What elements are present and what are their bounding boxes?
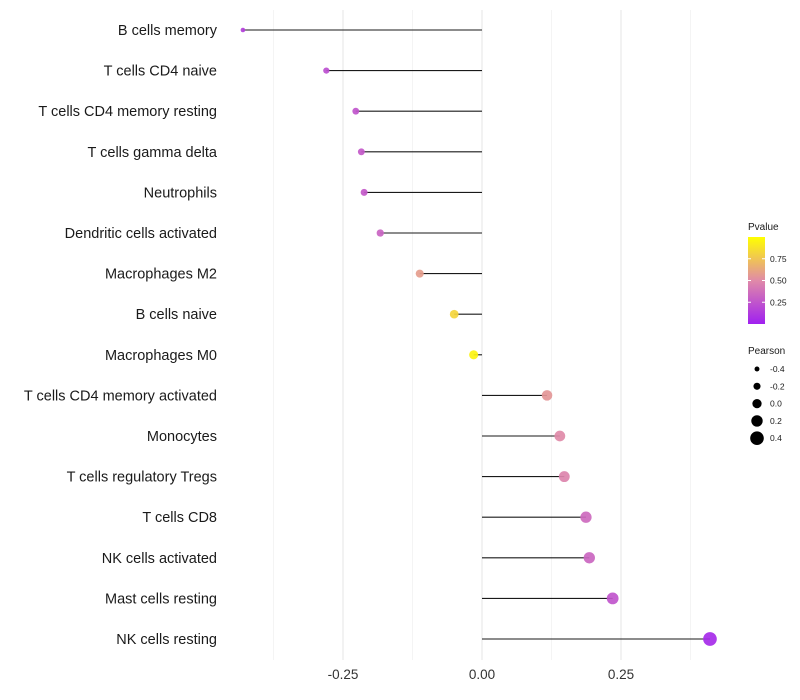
stem-layer xyxy=(242,29,710,640)
data-point xyxy=(240,27,246,33)
category-label: T cells CD8 xyxy=(142,510,217,526)
data-point xyxy=(541,390,553,401)
pearson-legend-dot xyxy=(753,382,761,390)
data-point xyxy=(580,511,592,523)
category-label: T cells CD4 naive xyxy=(104,64,217,80)
data-point xyxy=(554,430,566,442)
category-label: B cells naive xyxy=(136,307,217,323)
pearson-legend-dot xyxy=(754,366,760,372)
category-label: Dendritic cells activated xyxy=(65,226,217,242)
category-label: Mast cells resting xyxy=(105,591,217,607)
data-point xyxy=(469,350,479,360)
pearson-legend: Pearson -0.4 -0.2 0.0 0.2 0.4 xyxy=(748,346,785,445)
data-point xyxy=(415,269,424,278)
category-label: Neutrophils xyxy=(144,185,217,201)
point-layer xyxy=(240,27,717,646)
x-tick-label: 0.00 xyxy=(469,667,495,682)
category-label: T cells regulatory Tregs xyxy=(67,470,217,486)
pearson-legend-title: Pearson xyxy=(748,346,785,357)
category-label: T cells gamma delta xyxy=(88,145,218,161)
data-point xyxy=(376,229,384,237)
pearson-legend-label: -0.4 xyxy=(770,364,785,374)
data-point xyxy=(323,67,330,74)
x-tick-label: -0.25 xyxy=(328,667,359,682)
x-tick-label: 0.25 xyxy=(608,667,634,682)
data-point xyxy=(703,632,717,646)
pvalue-legend-title: Pvalue xyxy=(748,222,779,233)
category-label: T cells CD4 memory resting xyxy=(38,104,217,120)
category-label: B cells memory xyxy=(118,23,218,39)
category-label: Macrophages M0 xyxy=(105,348,217,364)
data-point xyxy=(360,188,368,196)
data-point xyxy=(583,552,595,564)
category-label: Monocytes xyxy=(147,429,217,445)
data-point xyxy=(357,148,365,156)
pvalue-legend-label: 0.25 xyxy=(770,297,787,307)
pvalue-legend-label: 0.50 xyxy=(770,276,787,286)
pvalue-colorbar xyxy=(748,237,765,324)
pearson-legend-label: 0.4 xyxy=(770,433,782,443)
pearson-legend-dot xyxy=(750,431,764,445)
data-point xyxy=(449,309,459,319)
data-point xyxy=(606,592,619,605)
category-label: NK cells activated xyxy=(102,551,217,567)
data-point xyxy=(352,107,360,115)
pearson-legend-label: -0.2 xyxy=(770,381,785,391)
grid-layer xyxy=(273,10,691,660)
pearson-legend-dot xyxy=(752,398,762,409)
category-labels: B cells memory T cells CD4 naive T cells C… xyxy=(24,23,218,648)
category-label: T cells CD4 memory activated xyxy=(24,388,217,404)
data-point xyxy=(558,471,570,483)
pearson-legend-label: 0.2 xyxy=(770,416,782,426)
x-axis-ticks: -0.25 0.00 0.25 xyxy=(328,667,635,682)
pearson-legend-label: 0.0 xyxy=(770,399,782,409)
category-label: NK cells resting xyxy=(116,632,217,648)
category-label: Macrophages M2 xyxy=(105,267,217,283)
pvalue-legend-label: 0.75 xyxy=(770,254,787,264)
pvalue-legend: Pvalue 0.25 0.50 0.75 xyxy=(748,222,787,324)
pearson-legend-dot xyxy=(751,415,763,427)
